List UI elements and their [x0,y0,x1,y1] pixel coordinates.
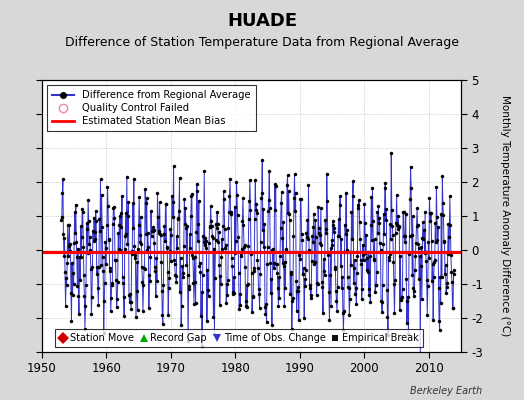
Text: Difference of Station Temperature Data from Regional Average: Difference of Station Temperature Data f… [65,36,459,49]
Text: HUADE: HUADE [227,12,297,30]
Legend: Station Move, Record Gap, Time of Obs. Change, Empirical Break: Station Move, Record Gap, Time of Obs. C… [56,329,422,347]
Y-axis label: Monthly Temperature Anomaly Difference (°C): Monthly Temperature Anomaly Difference (… [500,95,510,337]
Text: Berkeley Earth: Berkeley Earth [410,386,482,396]
